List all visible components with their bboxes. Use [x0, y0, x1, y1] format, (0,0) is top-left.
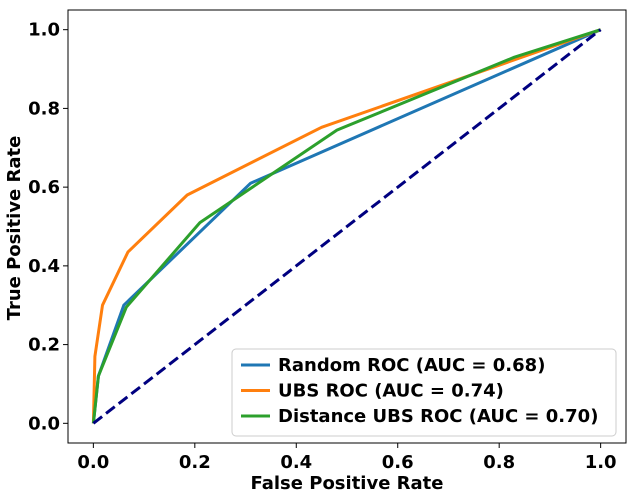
x-tick-label: 1.0: [585, 452, 617, 473]
x-tick-label: 0.0: [77, 452, 109, 473]
legend-label-2: UBS ROC (AUC = 0.74): [278, 381, 504, 402]
x-tick-label: 0.4: [280, 452, 312, 473]
legend-label-3: Distance UBS ROC (AUC = 0.70): [278, 406, 598, 427]
x-axis: 0.0 0.2 0.4 0.6 0.8 1.0: [77, 443, 617, 473]
y-tick-label: 0.4: [28, 256, 60, 277]
y-axis: 0.0 0.2 0.4 0.6 0.8 1.0: [28, 20, 68, 434]
series-line-3: [91, 28, 602, 424]
legend: Random ROC (AUC = 0.68) UBS ROC (AUC = 0.…: [231, 348, 617, 437]
reference-diagonal-line: [92, 28, 602, 425]
series-line-2: [91, 28, 602, 424]
series-layer: [91, 28, 602, 425]
x-tick-label: 0.6: [382, 452, 414, 473]
y-tick-label: 0.8: [28, 98, 60, 119]
x-axis-label: False Positive Rate: [251, 473, 444, 494]
y-axis-label: True Positive Rate: [4, 136, 25, 321]
legend-box: [231, 348, 617, 437]
y-tick-label: 0.0: [28, 413, 60, 434]
y-tick-label: 1.0: [28, 20, 60, 41]
y-tick-label: 0.2: [28, 335, 60, 356]
y-tick-label: 0.6: [28, 177, 60, 198]
legend-label-1: Random ROC (AUC = 0.68): [278, 355, 545, 376]
plot-border: [67, 9, 627, 444]
x-tick-label: 0.8: [483, 452, 515, 473]
x-tick-label: 0.2: [179, 452, 211, 473]
plot-area: [67, 9, 627, 444]
